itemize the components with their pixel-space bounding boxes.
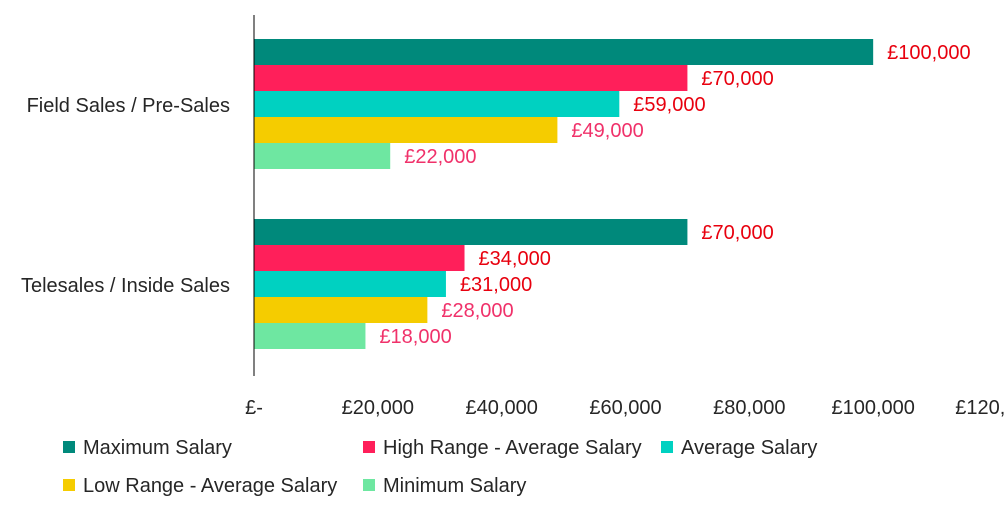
legend-label: Minimum Salary — [383, 475, 526, 497]
x-tick-label: £60,000 — [589, 397, 661, 419]
x-tick-label: £40,000 — [466, 397, 538, 419]
bar-value-label: £100,000 — [887, 42, 970, 64]
category-labels-layer: Field Sales / Pre-Sales Telesales / Insid… — [21, 95, 230, 297]
bar-1-3 — [254, 297, 428, 323]
bar-0-4 — [254, 143, 391, 169]
x-tick-label: £120,000 — [955, 397, 1006, 419]
legend-label: Average Salary — [681, 437, 817, 459]
legend-swatch — [363, 441, 375, 453]
bar-value-label: £59,000 — [633, 94, 705, 116]
bar-0-0 — [254, 39, 874, 65]
x-tick-label: £- — [245, 397, 263, 419]
bar-0-2 — [254, 91, 620, 117]
category-label: Telesales / Inside Sales — [21, 275, 230, 297]
x-tick-label: £80,000 — [713, 397, 785, 419]
legend-swatch — [661, 441, 673, 453]
bar-1-4 — [254, 323, 366, 349]
bars-layer — [254, 39, 874, 349]
legend-swatch — [63, 479, 75, 491]
bar-1-1 — [254, 245, 465, 271]
x-tick-labels-layer: £- £20,000 £40,000 £60,000 £80,000 £100,000 £1… — [245, 397, 1006, 419]
bar-value-label: £22,000 — [404, 146, 476, 168]
legend-label: High Range - Average Salary — [383, 437, 642, 459]
bar-value-label: £70,000 — [701, 222, 773, 244]
value-labels-layer: £100,000 £70,000 £59,000 £49,000 £22,000 £70,… — [379, 42, 970, 348]
legend-item: Average Salary — [661, 437, 817, 459]
bar-value-label: £34,000 — [479, 248, 551, 270]
bar-0-1 — [254, 65, 688, 91]
bar-value-label: £49,000 — [571, 120, 643, 142]
legend-label: Low Range - Average Salary — [83, 475, 337, 497]
legend-item: High Range - Average Salary — [363, 437, 642, 459]
legend: Maximum Salary High Range - Average Salar… — [63, 437, 817, 497]
category-label: Field Sales / Pre-Sales — [27, 95, 230, 117]
legend-label: Maximum Salary — [83, 437, 232, 459]
legend-item: Maximum Salary — [63, 437, 232, 459]
x-tick-label: £100,000 — [831, 397, 914, 419]
bar-0-3 — [254, 117, 558, 143]
bar-value-label: £18,000 — [379, 326, 451, 348]
legend-swatch — [63, 441, 75, 453]
legend-item: Low Range - Average Salary — [63, 475, 337, 497]
bar-value-label: £28,000 — [441, 300, 513, 322]
bar-value-label: £31,000 — [460, 274, 532, 296]
legend-swatch — [363, 479, 375, 491]
bar-value-label: £70,000 — [701, 68, 773, 90]
x-tick-label: £20,000 — [342, 397, 414, 419]
bar-1-0 — [254, 219, 688, 245]
legend-item: Minimum Salary — [363, 475, 526, 497]
bar-1-2 — [254, 271, 446, 297]
